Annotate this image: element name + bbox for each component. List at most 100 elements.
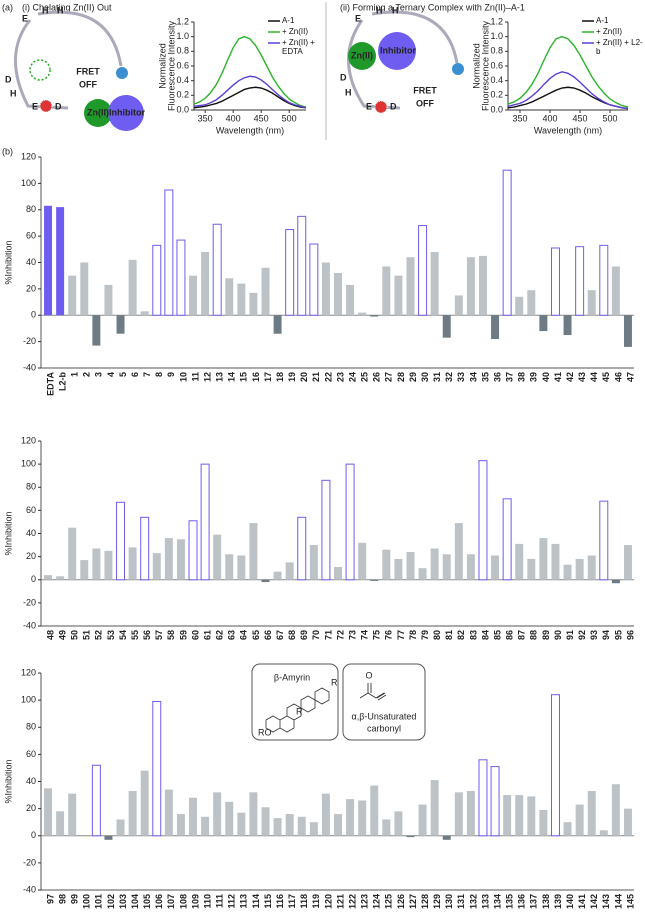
bar	[575, 246, 585, 316]
bar	[309, 243, 319, 316]
y-tick-label: 0.4	[490, 75, 503, 85]
bar	[164, 538, 173, 580]
fret-label: OFF	[416, 98, 434, 108]
panel-label: (b)	[2, 146, 13, 156]
x-tick-label: 119	[311, 894, 321, 909]
bar	[563, 564, 572, 580]
peptide-backbone	[14, 19, 69, 110]
bar	[370, 579, 379, 581]
x-tick-label: 128	[420, 894, 430, 909]
bar	[550, 247, 560, 316]
bar	[201, 251, 210, 316]
bar	[515, 795, 524, 836]
y-tick-label: 1.0	[490, 31, 503, 41]
bar	[418, 804, 427, 836]
x-tick-label: 117	[287, 894, 297, 909]
x-tick-label: 33	[456, 372, 466, 382]
y-tick-label: 100	[21, 459, 36, 469]
bar	[442, 554, 451, 580]
x-tick-label: 101	[94, 894, 104, 909]
bar	[176, 239, 186, 316]
x-tick-label: 24	[347, 372, 357, 382]
bar	[104, 835, 113, 840]
x-tick-label: 143	[601, 894, 611, 909]
bar	[454, 523, 463, 580]
y-tick-label: 20	[26, 283, 36, 293]
x-tick-label: 145	[625, 894, 635, 909]
x-axis-label: Wavelength (nm)	[534, 125, 602, 135]
bar	[611, 784, 620, 836]
bar	[345, 463, 355, 581]
bar	[550, 694, 560, 837]
residue: D	[5, 74, 12, 84]
y-tick-label: 0.2	[176, 90, 189, 100]
x-tick-label: 104	[130, 894, 140, 909]
bar	[502, 498, 512, 581]
x-tick-label: 59	[178, 630, 188, 640]
x-tick-label: 127	[408, 894, 418, 909]
y-tick-label: 0.4	[176, 75, 189, 85]
x-tick-label: 129	[432, 894, 442, 909]
x-tick-label: 400	[542, 113, 557, 123]
line-series	[193, 86, 307, 109]
legend-label: + Zn(II)	[282, 27, 309, 36]
x-tick-label: 47	[625, 372, 635, 382]
x-tick-label: 142	[589, 894, 599, 909]
x-tick-label: 66	[263, 630, 273, 640]
x-tick-label: 78	[408, 630, 418, 640]
x-tick-label: 51	[82, 630, 92, 640]
bar	[44, 575, 53, 580]
y-tick-label: 1.2	[176, 16, 189, 26]
bar	[44, 205, 53, 316]
x-tick-label: 450	[572, 113, 587, 123]
x-tick-label: 38	[517, 372, 527, 382]
x-tick-label: 115	[263, 894, 273, 909]
x-tick-label: 102	[106, 894, 116, 909]
bar	[80, 560, 89, 580]
x-tick-label: 98	[57, 894, 67, 904]
x-tick-label: 13	[215, 372, 225, 382]
x-tick-label: 4	[106, 372, 116, 377]
x-tick-label: 10	[178, 372, 188, 382]
bar	[334, 273, 342, 316]
x-tick-label: 138	[541, 894, 551, 909]
y-tick-label: 80	[26, 722, 36, 732]
bar	[297, 215, 307, 316]
y-tick-label: 20	[26, 803, 36, 813]
inhibitor-label: Inhibitor	[109, 107, 145, 117]
y-axis-label: Normalized	[471, 43, 481, 89]
y-tick-label: 40	[26, 528, 36, 538]
structure-insets: β-Amyrin RO R R O α,β-Unsaturated carbon…	[251, 663, 426, 741]
fret-label: OFF	[79, 79, 97, 89]
bar	[297, 816, 306, 836]
bar	[80, 262, 89, 316]
fret-label: FRET	[413, 85, 437, 95]
x-tick-label: 41	[553, 372, 563, 382]
bar	[418, 568, 427, 580]
line-series	[193, 35, 307, 108]
x-tick-label: 20	[299, 372, 309, 382]
x-tick-label: 139	[553, 894, 563, 909]
x-tick-label: 350	[198, 113, 213, 123]
x-tick-label: 63	[227, 630, 237, 640]
bar	[599, 500, 609, 581]
bar	[201, 816, 210, 836]
x-tick-label: 44	[589, 372, 599, 382]
x-tick-label: 62	[215, 630, 225, 640]
bar	[454, 792, 463, 836]
panel-label: (a)	[2, 2, 13, 12]
inset-label: α,β-Unsaturated	[352, 711, 417, 721]
x-tick-label: EDTA	[45, 372, 55, 396]
y-tick-label: 60	[26, 749, 36, 759]
x-tick-label: 88	[529, 630, 539, 640]
bar	[176, 539, 185, 580]
y-tick-label: -40	[23, 362, 36, 372]
bar	[140, 770, 149, 836]
zinc-label: Zn(II)	[351, 50, 373, 60]
bar	[68, 527, 77, 580]
residue: E	[355, 13, 361, 23]
residue: D	[55, 101, 62, 111]
bar	[321, 479, 331, 581]
y-tick-label: 80	[26, 482, 36, 492]
line-series	[193, 75, 307, 109]
